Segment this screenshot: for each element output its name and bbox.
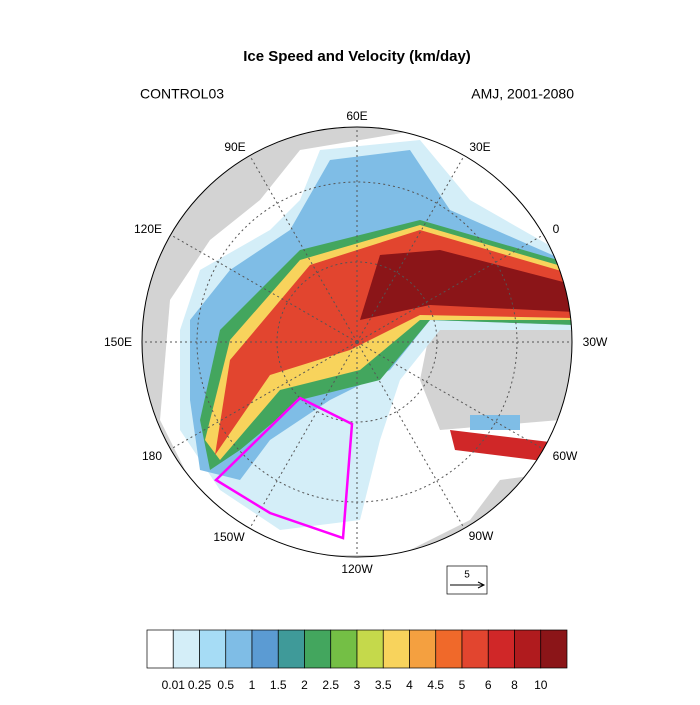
colorbar-label: 6 [485,678,492,692]
title: Ice Speed and Velocity (km/day) [243,48,471,65]
left-label: CONTROL03 [140,86,224,102]
longitude-label: 180 [142,449,162,463]
colorbar-box [277,629,305,669]
colorbar-label: 1.5 [270,678,287,692]
colorbar-box [304,629,332,669]
reference-box [446,565,488,595]
colorbar-label: 10 [534,678,548,692]
map-field [142,127,572,557]
colorbar: 0.01 0.25 0.5 1 1.5 2 2.5 3 3.5 4 4.5 5 6 8 10 [146,629,568,692]
longitude-label: 30W [583,335,608,349]
colorbar-box [540,629,568,669]
longitude-label: 0 [553,222,560,236]
colorbar-label: 8 [511,678,518,692]
reference-arrow [450,581,486,589]
longitude-label: 150E [104,335,132,349]
longitude-label: 30E [469,140,490,154]
colorbar-box [514,629,542,669]
colorbar-label: 5 [459,678,466,692]
colorbar-box [146,629,174,669]
longitude-labels: 60E 30E 0 30W 60W 90W 120W 150W 180 150E 120E 90E [104,109,608,576]
colorbar-box [199,629,227,669]
colorbar-box [435,629,463,669]
colorbar-box [225,629,253,669]
colorbar-label: 4 [406,678,413,692]
colorbar-box [409,629,437,669]
colorbar-label: 3.5 [375,678,392,692]
longitude-label: 90E [224,140,245,154]
colorbar-box [172,629,200,669]
longitude-label: 60E [346,109,367,123]
colorbar-label: 1 [249,678,256,692]
colorbar-box [356,629,384,669]
longitude-label: 120E [134,222,162,236]
colorbar-label: 0.5 [217,678,234,692]
colorbar-label: 0.01 [162,678,186,692]
colorbar-label: 3 [354,678,361,692]
colorbar-box [461,629,489,669]
colorbar-box [251,629,279,669]
colorbar-box [330,629,358,669]
colorbar-label: 4.5 [427,678,444,692]
longitude-label: 90W [469,529,494,543]
right-label: AMJ, 2001-2080 [471,86,574,102]
colorbar-box [487,629,515,669]
reference-label: 5 [464,570,470,581]
longitude-label: 120W [341,562,373,576]
longitude-label: 60W [553,449,578,463]
colorbar-box [382,629,410,669]
region-outline [213,396,354,540]
longitude-label: 150W [213,530,245,544]
colorbar-label: 2.5 [322,678,339,692]
colorbar-label: 0.25 [188,678,212,692]
colorbar-label: 2 [301,678,308,692]
map-border [141,126,573,558]
